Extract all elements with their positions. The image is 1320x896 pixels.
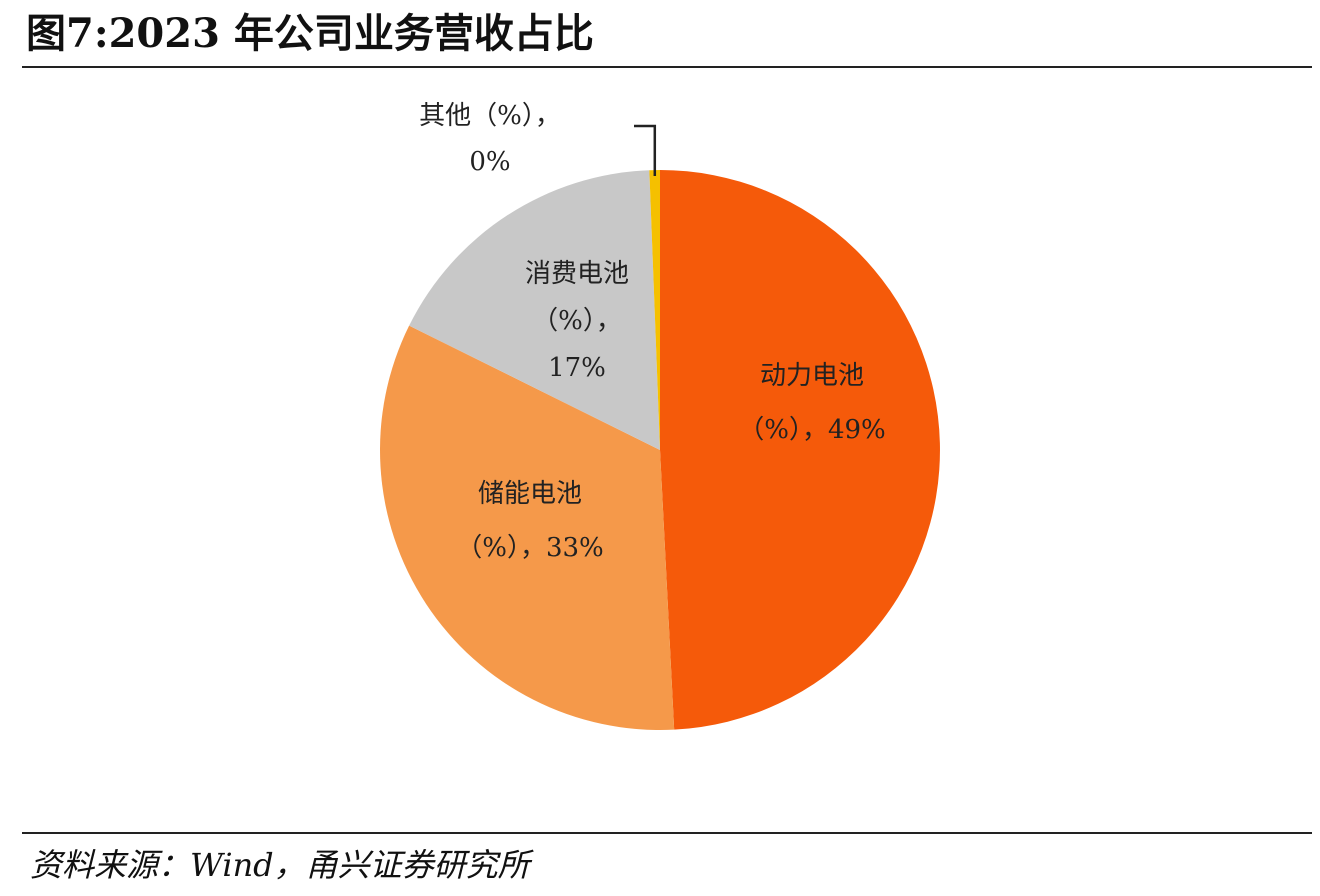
- title-divider: [22, 66, 1312, 68]
- slice-label-line: 17%: [548, 353, 606, 383]
- slice-label-1: 动力电池 （%），49%: [738, 361, 886, 445]
- slice-label-line: 其他（%），: [419, 101, 561, 131]
- pie-slice-1: [660, 170, 940, 730]
- pie-slice-3: [409, 170, 660, 450]
- pie-chart: 动力电池 （%），49% 储能电池 （%），33% 消费电池 （%）， 17% 其他（%）， 0…: [380, 101, 940, 730]
- slice-label-line: 消费电池: [525, 259, 629, 289]
- slice-label-line: 动力电池: [760, 361, 864, 391]
- slice-label-2: 储能电池 （%），33%: [456, 479, 604, 563]
- chart-title: 图7:2023 年公司业务营收占比: [26, 10, 594, 57]
- other-leader-line: [634, 124, 657, 176]
- pie-slice-4: [649, 169, 660, 450]
- source-divider: [22, 832, 1312, 834]
- slice-label-line: 0%: [469, 147, 510, 177]
- slice-label-line: （%），49%: [738, 415, 886, 445]
- pie-slice-2: [380, 325, 675, 730]
- slice-label-4: 其他（%）， 0%: [419, 101, 561, 177]
- slice-label-3: 消费电池 （%）， 17%: [525, 259, 629, 383]
- slice-label-line: 储能电池: [478, 479, 582, 509]
- source-note: 资料来源：Wind，甬兴证券研究所: [30, 846, 530, 884]
- slice-label-line: （%），33%: [456, 533, 604, 563]
- slice-label-line: （%），: [532, 306, 622, 336]
